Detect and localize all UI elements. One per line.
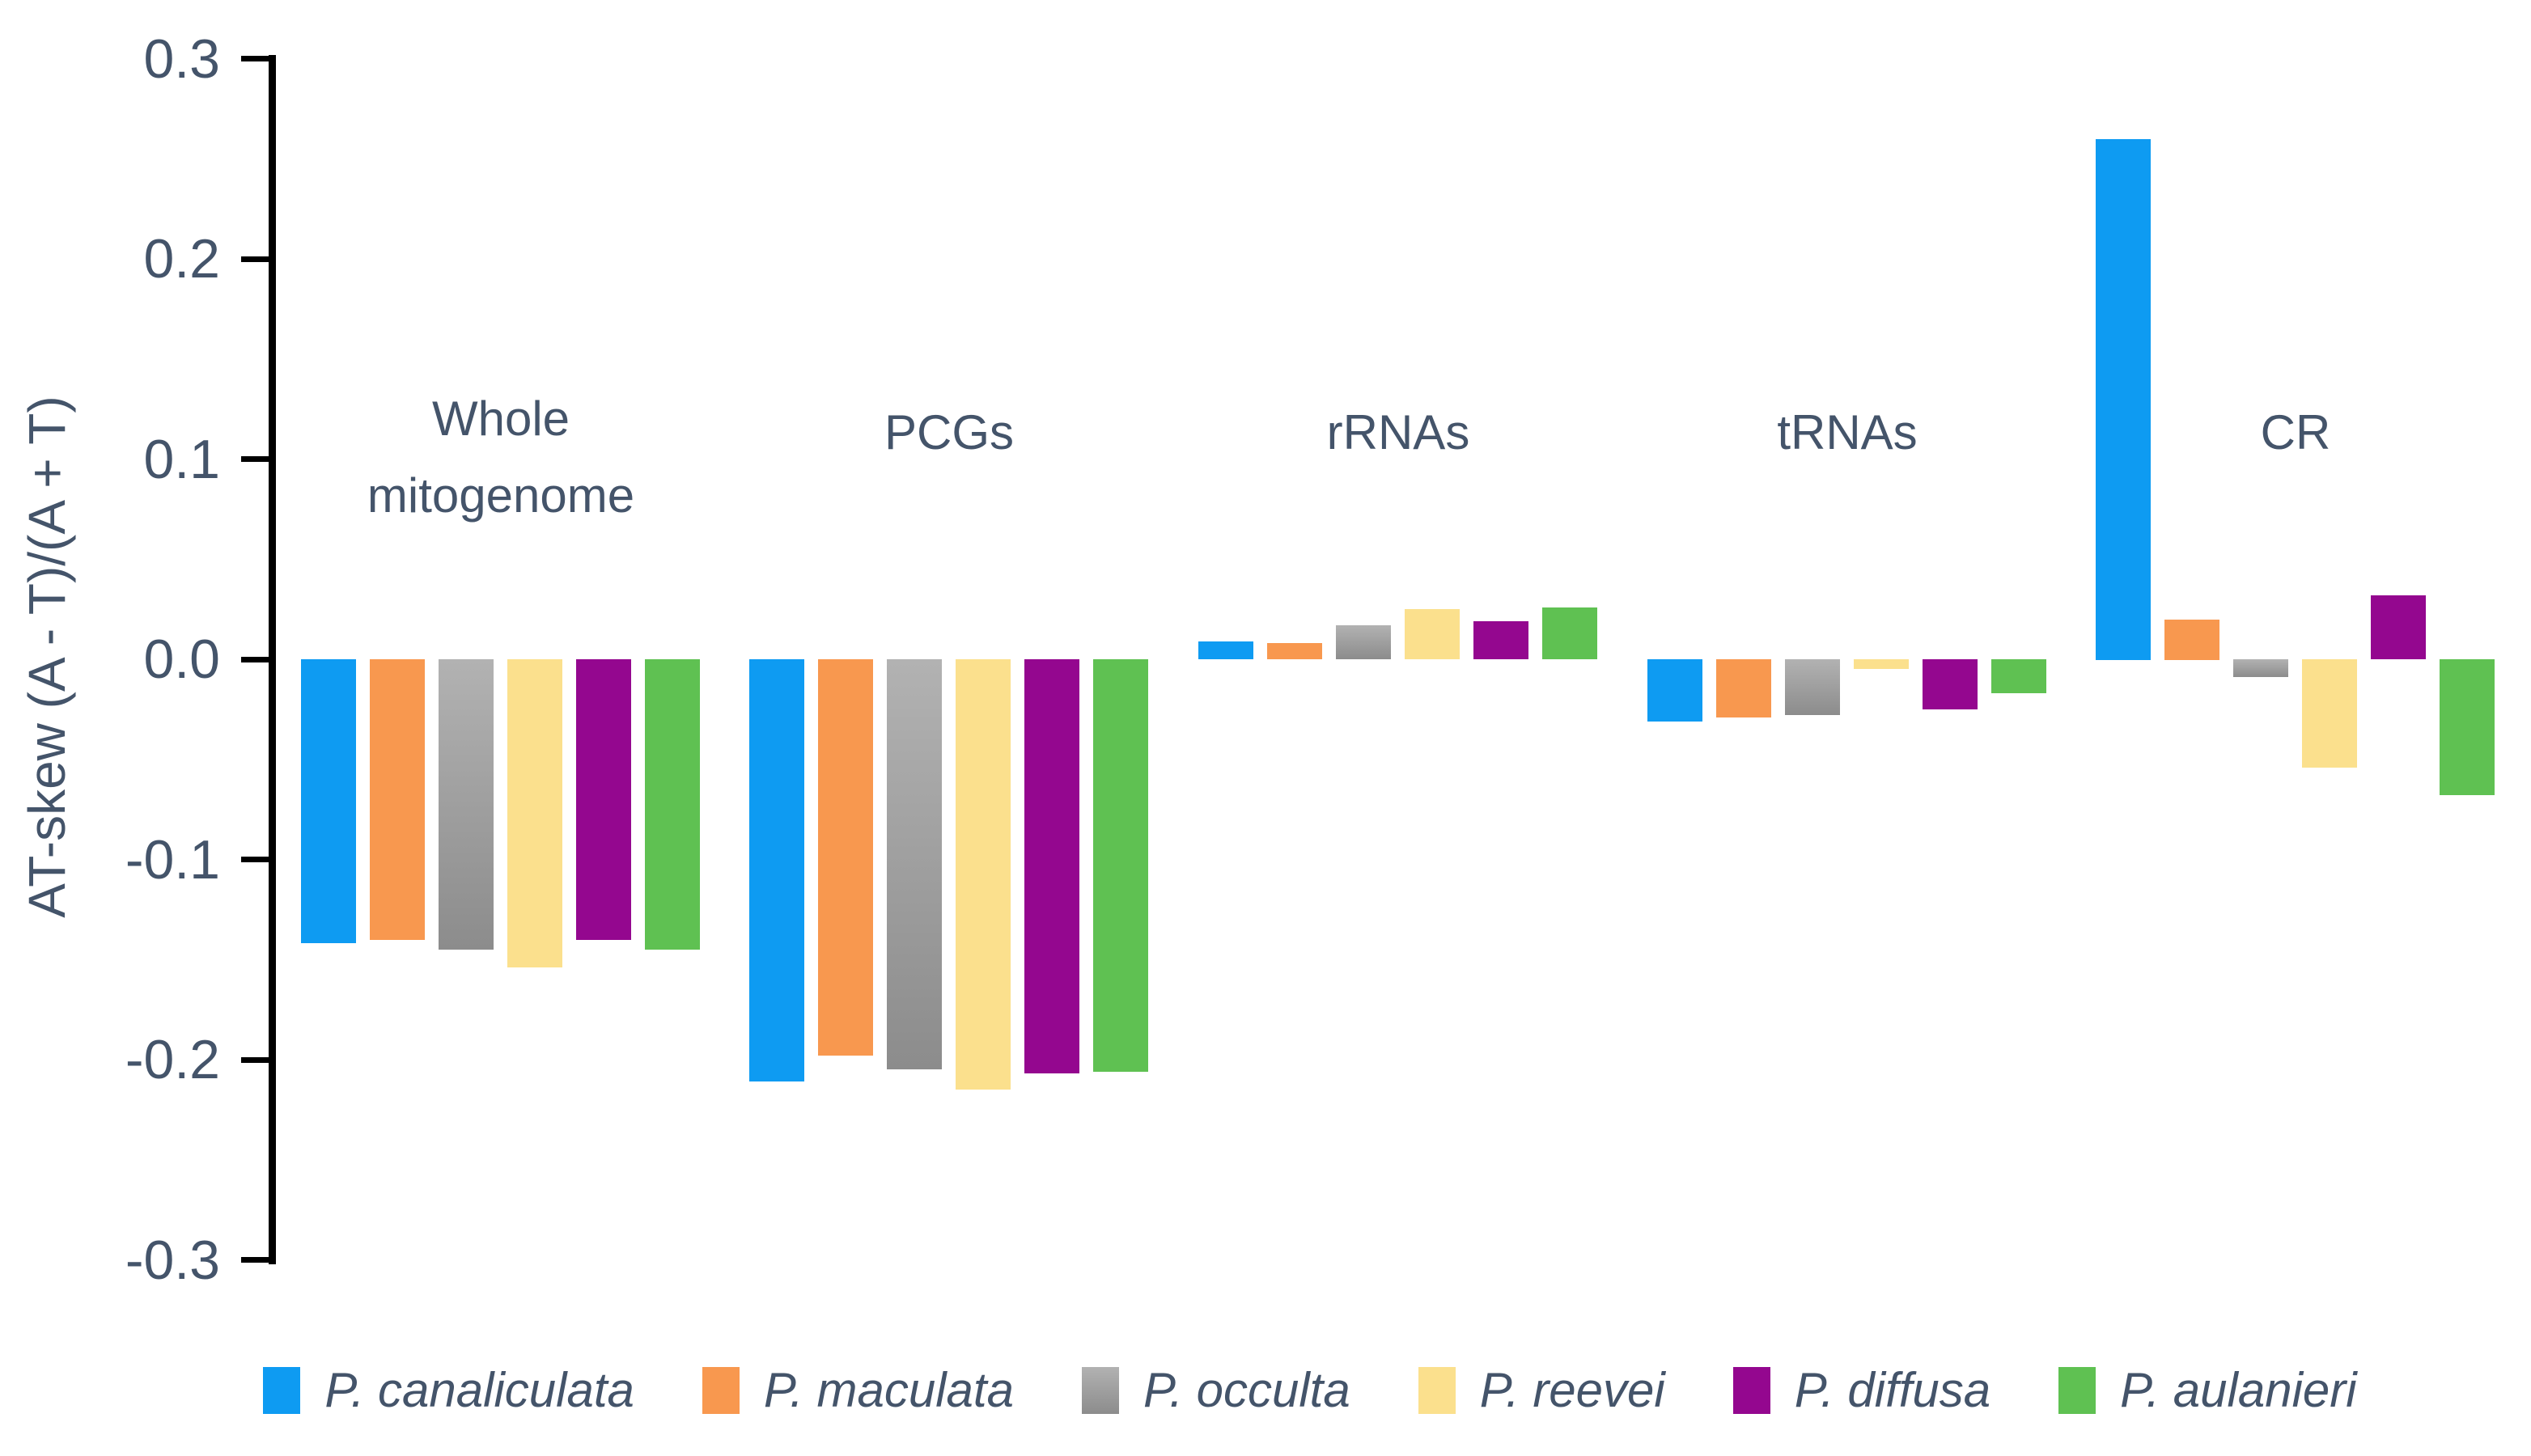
group-label-2: rRNAs xyxy=(1326,405,1470,459)
bar-p-reevei-0 xyxy=(507,659,562,967)
bar-p-maculata-0 xyxy=(370,659,425,940)
bar-p-canaliculata-0 xyxy=(301,659,356,943)
y-tick-label: 0.3 xyxy=(143,28,220,90)
bar-p-occulta-2 xyxy=(1336,625,1391,659)
bar-p-reevei-1 xyxy=(956,659,1011,1090)
legend-label: P. maculata xyxy=(763,1363,1014,1417)
y-tick xyxy=(241,1057,269,1063)
legend-item: P. diffusa xyxy=(1732,1362,1991,1418)
legend-item: P. occulta xyxy=(1081,1362,1350,1418)
bar-p-diffusa-0 xyxy=(576,659,631,940)
bar-p-diffusa-4 xyxy=(2371,595,2426,659)
legend-swatch-icon xyxy=(263,1366,301,1414)
bar-p-canaliculata-3 xyxy=(1647,659,1702,722)
bar-p-occulta-1 xyxy=(887,659,942,1069)
y-tick xyxy=(241,857,269,862)
bar-p-reevei-2 xyxy=(1405,609,1460,659)
bar-p-aulanieri-0 xyxy=(645,659,700,950)
bar-p-diffusa-1 xyxy=(1024,659,1079,1073)
legend-swatch-icon xyxy=(702,1366,740,1414)
y-tick-label: -0.2 xyxy=(125,1029,220,1090)
bar-p-aulanieri-4 xyxy=(2440,659,2495,795)
bar-p-maculata-3 xyxy=(1716,659,1771,717)
bar-p-canaliculata-2 xyxy=(1198,641,1253,659)
bar-p-maculata-4 xyxy=(2164,620,2219,660)
group-label-1: PCGs xyxy=(884,405,1015,459)
bar-p-maculata-2 xyxy=(1267,643,1322,659)
legend-swatch-icon xyxy=(2058,1366,2096,1414)
bar-p-occulta-3 xyxy=(1785,659,1840,715)
legend-swatch-icon xyxy=(1732,1366,1770,1414)
bar-p-canaliculata-1 xyxy=(749,659,804,1081)
bar-p-occulta-4 xyxy=(2233,659,2288,677)
bar-p-occulta-0 xyxy=(439,659,494,950)
bar-p-canaliculata-4 xyxy=(2096,139,2151,660)
y-tick-label: 0.0 xyxy=(143,629,220,690)
legend-item: P. maculata xyxy=(702,1362,1014,1418)
y-tick-label: 0.2 xyxy=(143,228,220,290)
bar-p-aulanieri-3 xyxy=(1991,659,2046,693)
bar-p-aulanieri-2 xyxy=(1542,607,1597,659)
legend-swatch-icon xyxy=(1081,1366,1119,1414)
y-tick-label: -0.1 xyxy=(125,829,220,891)
group-label-4: CR xyxy=(2260,405,2331,459)
group-label-0: Whole mitogenome xyxy=(367,392,635,523)
legend-label: P. diffusa xyxy=(1794,1363,1991,1417)
legend-item: P. canaliculata xyxy=(263,1362,634,1418)
legend-label: P. reevei xyxy=(1479,1363,1665,1417)
y-tick-label: -0.3 xyxy=(125,1230,220,1291)
y-tick xyxy=(241,1257,269,1263)
y-tick xyxy=(241,256,269,262)
group-label-3: tRNAs xyxy=(1777,405,1918,459)
y-tick xyxy=(241,56,269,61)
legend-item: P. aulanieri xyxy=(2058,1362,2357,1418)
legend-label: P. occulta xyxy=(1143,1363,1350,1417)
legend-swatch-icon xyxy=(1418,1366,1456,1414)
legend-label: P. aulanieri xyxy=(2120,1363,2357,1417)
y-tick xyxy=(241,657,269,662)
bar-p-reevei-4 xyxy=(2302,659,2357,768)
legend: P. canaliculata P. maculata P. occulta P. r… xyxy=(0,1362,2531,1418)
bar-p-diffusa-2 xyxy=(1473,621,1528,659)
bar-p-aulanieri-1 xyxy=(1093,659,1148,1072)
y-axis-line xyxy=(269,54,276,1264)
bar-p-diffusa-3 xyxy=(1923,659,1978,709)
y-tick-label: 0.1 xyxy=(143,429,220,490)
bar-p-maculata-1 xyxy=(818,659,873,1056)
legend-label: P. canaliculata xyxy=(324,1363,634,1417)
bar-p-reevei-3 xyxy=(1854,659,1909,669)
y-tick xyxy=(241,456,269,462)
legend-item: P. reevei xyxy=(1418,1362,1665,1418)
